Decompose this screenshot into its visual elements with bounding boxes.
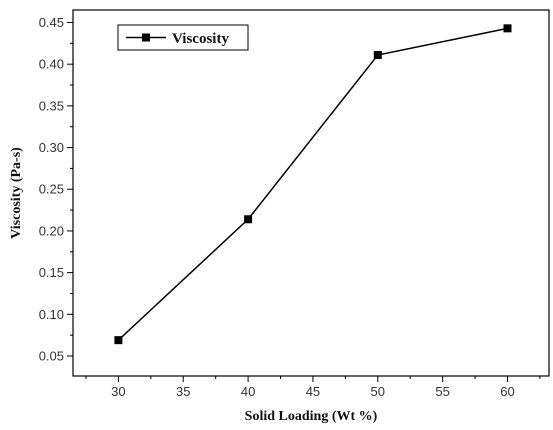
y-axis-ticks: 0.05 0.10 0.15 0.20 0.25 0.30 0.35 0.40 0.45 [39,15,73,363]
plot-frame [72,9,550,377]
y-tick-label: 0.30 [39,140,64,155]
y-tick-label: 0.15 [39,265,64,280]
y-tick-label: 0.40 [39,57,64,72]
x-tick-label: 35 [176,384,190,399]
x-tick-label: 60 [500,384,514,399]
legend-label: Viscosity [172,31,229,47]
y-tick-label: 0.05 [39,348,64,363]
x-tick-label: 30 [111,384,125,399]
x-tick-label: 50 [371,384,385,399]
x-axis-ticks: 30 35 40 45 50 55 60 [85,376,541,399]
x-axis-title: Solid Loading (Wt %) [245,409,378,424]
x-tick-label: 55 [435,384,449,399]
y-tick-label: 0.20 [39,223,64,238]
y-axis-title: Viscosity (Pa-s) [9,147,24,239]
data-point [244,215,253,224]
series-layer [114,24,512,345]
data-point [114,336,123,345]
y-tick-label: 0.10 [39,307,64,322]
legend-marker [142,33,150,42]
y-tick-label: 0.45 [39,15,64,30]
y-tick-label: 0.35 [39,98,64,113]
x-tick-label: 40 [241,384,255,399]
series-line [117,27,508,341]
data-point [373,51,382,60]
x-tick-label: 45 [306,384,320,399]
y-tick-label: 0.25 [39,182,64,197]
data-point [503,24,512,33]
legend: Viscosity [117,24,249,51]
